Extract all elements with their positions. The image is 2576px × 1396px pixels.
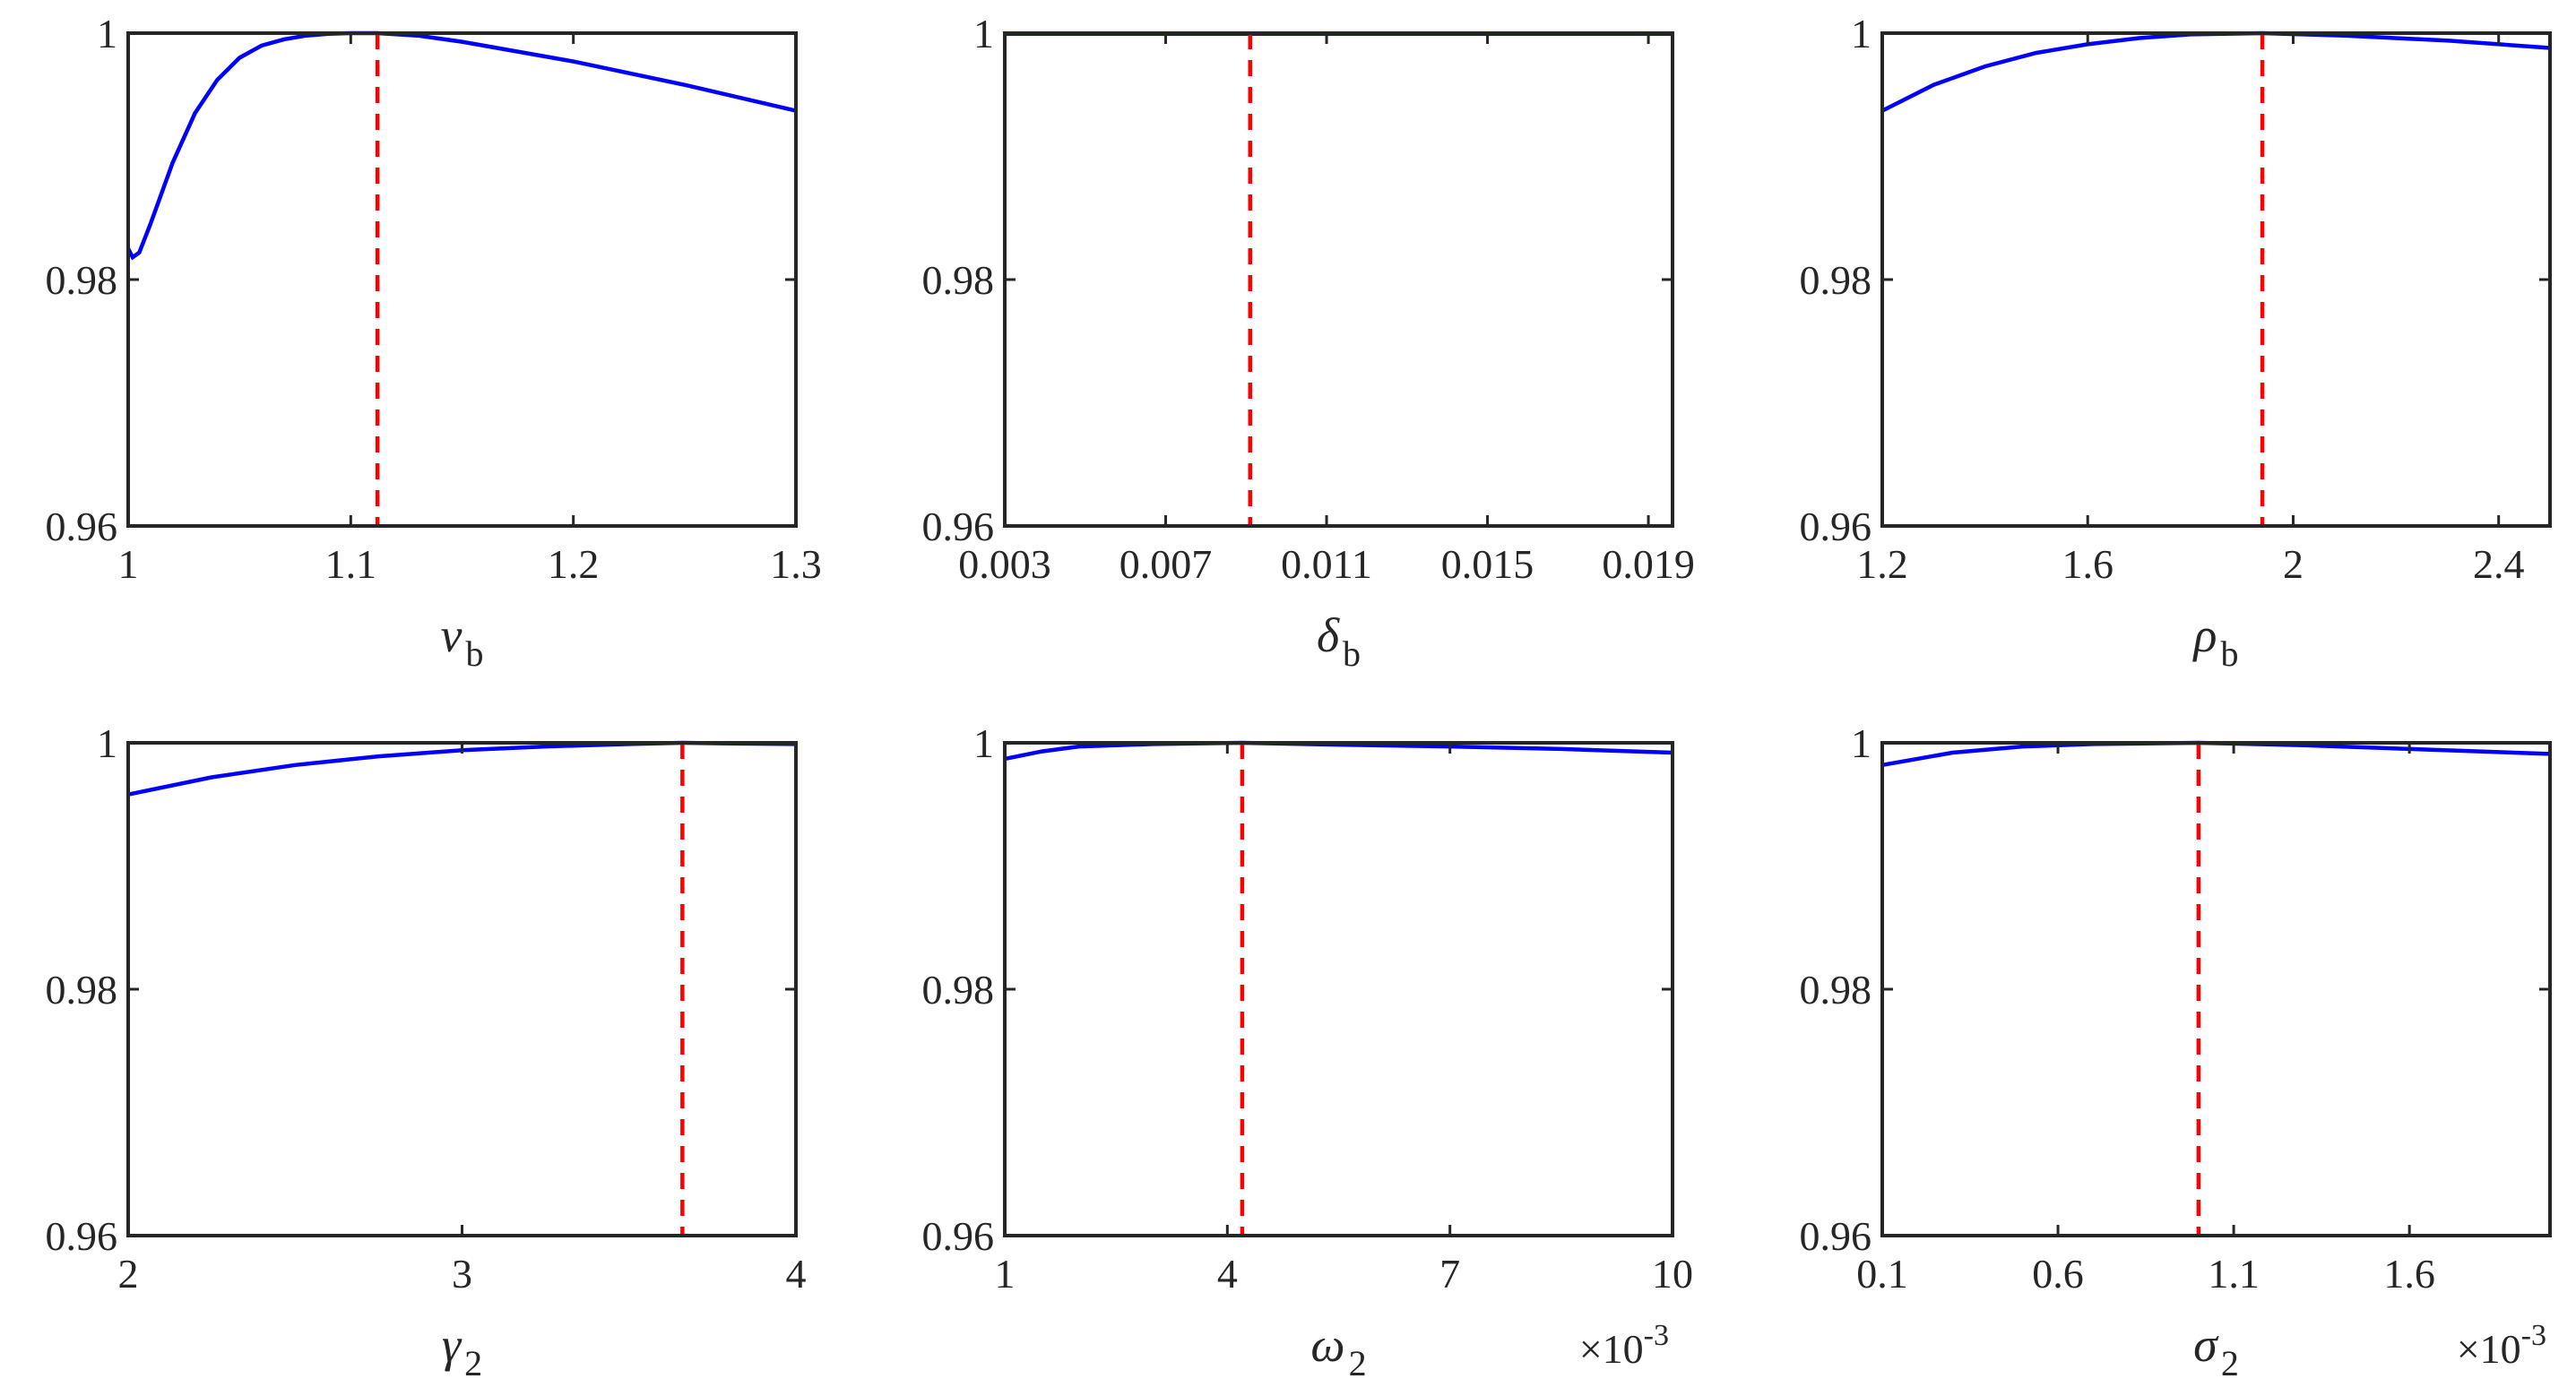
axes-frame	[1880, 31, 2552, 528]
axes-frame	[1003, 31, 1674, 528]
x-tick-label: 1.1	[325, 541, 377, 587]
data-curve	[1004, 740, 1673, 762]
y-tick-label: 0.98	[922, 257, 995, 303]
x-tick-label: 1	[118, 541, 139, 587]
data-curve	[1881, 740, 2551, 768]
y-tick-label: 0.96	[922, 1213, 995, 1259]
subplot-3: 1.2 1.6 2 2.4 0.96 0.98 1 ρ b	[1800, 11, 2552, 674]
x-tick-label: 4	[786, 1251, 807, 1297]
axes-frame	[1003, 741, 1674, 1237]
x-tick-label: 1.6	[2383, 1251, 2435, 1297]
x-tick-label: 7	[1439, 1251, 1460, 1297]
subplot-4: 2 3 4 0.96 0.98 1 γ 2	[46, 720, 807, 1383]
x-tick-label: 10	[1652, 1251, 1693, 1297]
y-tick-label: 0.98	[1800, 967, 1872, 1013]
x-tick-label: 1.2	[1856, 541, 1908, 587]
x-tick-label: 0.003	[958, 541, 1051, 587]
y-tick-label: 1	[1851, 720, 1871, 766]
y-tick-label: 0.96	[1800, 1213, 1872, 1259]
x-tick-label: 1.1	[2208, 1251, 2260, 1297]
x-tick-label: 0.007	[1119, 541, 1213, 587]
data-curve	[126, 30, 797, 261]
x-tick-label: 1.6	[2062, 541, 2114, 587]
x-axis-multiplier: ×10-3	[2457, 1319, 2546, 1372]
x-tick-label: 0.6	[2032, 1251, 2084, 1297]
axes-frame	[126, 31, 798, 528]
y-tick-label: 0.96	[922, 504, 995, 549]
y-tick-label: 0.98	[1800, 257, 1872, 303]
subplot-1: 1 1.1 1.2 1.3 0.96 0.98 1 v b	[46, 11, 822, 674]
x-tick-label: 0.019	[1602, 541, 1695, 587]
x-tick-label: 2	[2283, 541, 2304, 587]
x-tick-label: 2	[118, 1251, 139, 1297]
x-tick-label: 3	[452, 1251, 472, 1297]
x-axis-multiplier: ×10-3	[1579, 1319, 1669, 1372]
y-tick-label: 0.98	[922, 967, 995, 1013]
y-tick-label: 0.98	[46, 257, 118, 303]
x-tick-label: 0.011	[1281, 541, 1372, 587]
y-tick-label: 1	[1851, 11, 1871, 56]
y-tick-label: 0.96	[46, 1213, 118, 1259]
x-tick-label: 2.4	[2473, 541, 2525, 587]
y-tick-label: 0.98	[46, 967, 118, 1013]
data-curve	[1880, 30, 2551, 113]
x-tick-label: 1	[995, 1251, 1016, 1297]
y-tick-label: 1	[973, 11, 994, 56]
y-tick-label: 1	[973, 720, 994, 766]
subplot-5: 1 4 7 10 0.96 0.98 1 ω 2 ×10-3	[922, 720, 1694, 1383]
y-tick-label: 0.96	[46, 504, 118, 549]
y-tick-label: 1	[97, 11, 117, 56]
x-tick-label: 4	[1217, 1251, 1238, 1297]
y-tick-label: 0.96	[1800, 504, 1872, 549]
x-tick-label: 1.3	[770, 541, 822, 587]
axes-frame	[1880, 741, 2552, 1237]
y-tick-label: 1	[97, 720, 117, 766]
x-tick-label: 1.2	[548, 541, 600, 587]
subplot-2: 0.003 0.007 0.011 0.015 0.019 0.96 0.98 1 δ b	[922, 11, 1695, 674]
x-tick-label: 0.015	[1441, 541, 1534, 587]
axes-frame	[126, 741, 798, 1237]
subplot-6: 0.1 0.6 1.1 1.6 0.96 0.98 1 σ 2 ×10-3	[1800, 720, 2552, 1383]
x-tick-label: 0.1	[1856, 1251, 1908, 1297]
